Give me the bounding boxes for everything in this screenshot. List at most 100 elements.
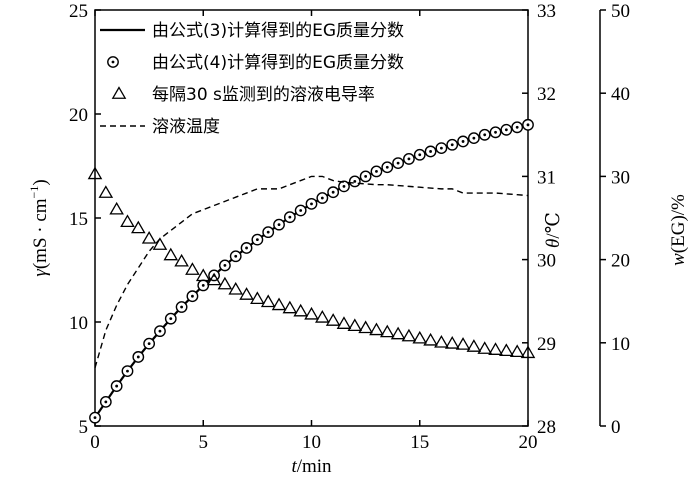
data-point-center bbox=[440, 146, 443, 150]
data-point bbox=[477, 341, 492, 354]
left-tick-label: 20 bbox=[69, 105, 88, 126]
left-tick-label: 10 bbox=[69, 313, 88, 334]
legend-label: 由公式(3)计算得到的EG质量分数 bbox=[152, 21, 404, 41]
right-axis-title: w(EG)/% bbox=[668, 194, 689, 266]
legend-item-2: 每隔30 s监测到的溶液电导率 bbox=[111, 85, 375, 105]
data-point-center bbox=[515, 125, 519, 129]
mid-axis-title: θ/℃ bbox=[543, 212, 564, 248]
data-point-center bbox=[180, 305, 184, 309]
data-point bbox=[195, 268, 211, 282]
right-tick-label: 20 bbox=[611, 251, 630, 272]
data-point-center bbox=[483, 133, 487, 137]
data-point bbox=[455, 337, 471, 350]
mid-tick-label: 32 bbox=[537, 84, 556, 105]
data-point-center bbox=[255, 238, 259, 242]
series-0 bbox=[94, 123, 529, 419]
legend-item-1: 由公式(4)计算得到的EG质量分数 bbox=[107, 53, 404, 73]
data-point-center bbox=[450, 143, 454, 147]
series-dashed-line bbox=[94, 175, 529, 368]
data-point bbox=[271, 297, 287, 311]
mid-tick-label: 28 bbox=[537, 417, 556, 438]
data-point-center bbox=[266, 230, 270, 234]
x-axis: 0 5 10 15 20 t/min bbox=[90, 10, 538, 477]
data-point bbox=[358, 320, 373, 334]
data-point-center bbox=[385, 165, 389, 169]
data-point bbox=[109, 201, 124, 215]
right-tick-label: 10 bbox=[611, 334, 630, 355]
data-point-center bbox=[147, 342, 151, 346]
mid-tick-label: 29 bbox=[537, 334, 556, 355]
data-point bbox=[185, 262, 200, 275]
data-point-center bbox=[310, 202, 313, 206]
data-point bbox=[250, 291, 265, 304]
data-point bbox=[325, 313, 341, 326]
right-axis: 0 10 20 30 40 50 w(EG)/% bbox=[599, 1, 689, 438]
data-point-center bbox=[169, 317, 173, 321]
mid-axis: 28 29 30 31 32 33 θ/℃ bbox=[522, 1, 564, 438]
data-point bbox=[293, 303, 308, 317]
data-point bbox=[217, 276, 233, 290]
right-tick-label: 0 bbox=[611, 417, 621, 438]
series-1 bbox=[89, 118, 534, 424]
right-tick-label: 50 bbox=[611, 1, 630, 22]
left-axis: 5 10 15 20 25 γ(mS · cm−1) bbox=[27, 1, 101, 438]
data-point bbox=[509, 344, 525, 358]
data-point bbox=[163, 247, 179, 261]
data-point bbox=[347, 318, 363, 332]
data-point bbox=[434, 334, 449, 348]
data-point bbox=[379, 324, 395, 338]
data-point-center bbox=[104, 400, 108, 404]
left-tick-label: 5 bbox=[79, 417, 89, 438]
data-point bbox=[304, 306, 319, 320]
data-point bbox=[369, 322, 384, 336]
data-point-center bbox=[299, 209, 303, 212]
data-point bbox=[174, 253, 189, 267]
legend-label: 由公式(4)计算得到的EG质量分数 bbox=[152, 53, 404, 73]
x-axis-title: t/min bbox=[291, 456, 332, 477]
series-line bbox=[94, 123, 529, 419]
data-point-center bbox=[396, 161, 400, 165]
mid-tick-label: 31 bbox=[537, 167, 556, 188]
data-point bbox=[499, 343, 514, 356]
x-tick-label: 5 bbox=[199, 432, 209, 453]
right-tick-label: 30 bbox=[611, 167, 630, 188]
data-point-center bbox=[93, 416, 97, 420]
data-point bbox=[131, 220, 146, 234]
mid-tick-label: 33 bbox=[537, 1, 556, 22]
data-point bbox=[520, 345, 536, 359]
data-point bbox=[336, 316, 352, 329]
legend-item-3: 溶液温度 bbox=[100, 117, 220, 137]
data-point-center bbox=[158, 329, 162, 333]
x-tick-label: 15 bbox=[410, 432, 429, 453]
series-3 bbox=[94, 175, 529, 368]
data-point-center bbox=[494, 130, 497, 134]
legend-label: 溶液温度 bbox=[152, 117, 220, 137]
data-point-center bbox=[320, 196, 324, 200]
data-point bbox=[98, 185, 114, 198]
data-point bbox=[444, 336, 460, 349]
data-point-center bbox=[429, 150, 432, 153]
data-point bbox=[466, 339, 482, 352]
data-point-center bbox=[461, 140, 465, 143]
data-point-center bbox=[375, 170, 378, 173]
x-tick-label: 0 bbox=[90, 432, 100, 453]
data-point bbox=[282, 300, 298, 314]
data-point bbox=[206, 272, 222, 286]
left-tick-label: 25 bbox=[69, 1, 88, 22]
data-point-center bbox=[526, 123, 530, 127]
data-point-center bbox=[201, 283, 205, 287]
x-tick-label: 20 bbox=[519, 432, 538, 453]
data-point bbox=[228, 281, 244, 295]
series-layer bbox=[87, 118, 536, 424]
data-point bbox=[152, 237, 168, 250]
data-point-center bbox=[407, 157, 411, 161]
data-point-center bbox=[191, 294, 194, 298]
data-point-center bbox=[418, 153, 422, 157]
series-2 bbox=[87, 166, 536, 359]
data-point-center bbox=[136, 355, 140, 359]
data-point-center bbox=[353, 179, 357, 183]
data-point-center bbox=[288, 215, 292, 219]
data-point bbox=[315, 310, 330, 323]
